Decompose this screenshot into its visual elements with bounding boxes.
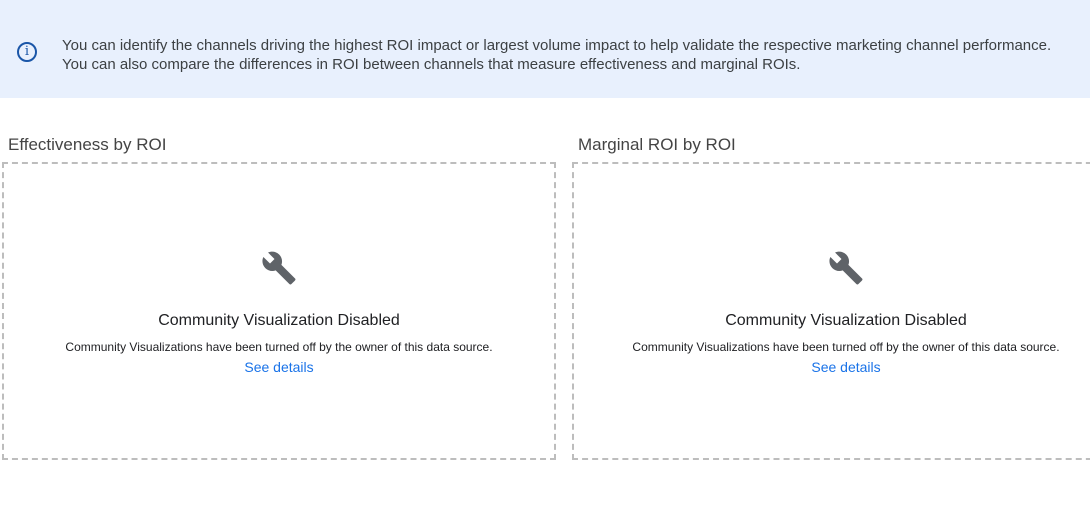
panel-marginal-roi: Community Visualization Disabled Communi… [572, 162, 1090, 460]
disabled-heading: Community Visualization Disabled [725, 312, 967, 329]
see-details-link[interactable]: See details [811, 359, 881, 375]
info-banner: i You can identify the channels driving … [0, 0, 1090, 98]
wrench-icon [262, 251, 296, 285]
wrench-icon [829, 251, 863, 285]
see-details-link[interactable]: See details [244, 359, 314, 375]
panel-title-effectiveness: Effectiveness by ROI [8, 135, 167, 154]
disabled-heading: Community Visualization Disabled [158, 312, 400, 329]
disabled-message: Community Visualizations have been turne… [632, 340, 1060, 354]
panel-title-marginal-roi: Marginal ROI by ROI [578, 135, 736, 154]
panel-effectiveness: Community Visualization Disabled Communi… [2, 162, 556, 460]
banner-text: You can identify the channels driving th… [62, 37, 1052, 73]
info-icon: i [17, 42, 37, 62]
disabled-message: Community Visualizations have been turne… [65, 340, 493, 354]
